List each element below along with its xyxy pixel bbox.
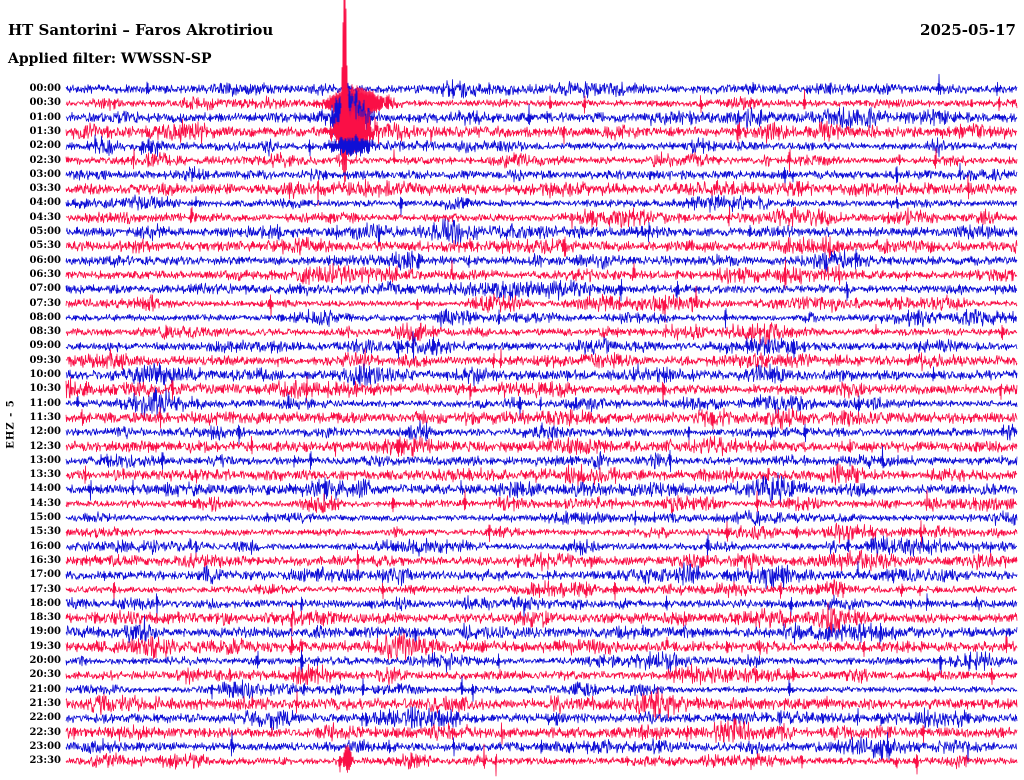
- station-title: HT Santorini – Faros Akrotiriou: [8, 21, 274, 39]
- time-label: 15:00: [29, 511, 61, 523]
- time-label: 19:00: [29, 626, 61, 638]
- time-label: 08:00: [29, 311, 61, 323]
- time-label: 10:00: [29, 368, 61, 380]
- time-label: 04:00: [29, 197, 61, 209]
- time-label: 20:30: [29, 669, 61, 681]
- time-label: 04:30: [29, 211, 61, 223]
- time-label: 08:30: [29, 326, 61, 338]
- time-label: 01:00: [29, 111, 61, 123]
- time-label: 00:00: [29, 82, 61, 94]
- time-label: 05:00: [29, 225, 61, 237]
- time-label: 06:00: [29, 254, 61, 266]
- time-label: 11:30: [29, 411, 61, 423]
- time-label: 20:00: [29, 654, 61, 666]
- time-label: 14:00: [29, 483, 61, 495]
- time-label: 16:30: [29, 554, 61, 566]
- filter-label: Applied filter: WWSSN-SP: [8, 51, 212, 67]
- time-label: 09:00: [29, 340, 61, 352]
- time-label: 03:30: [29, 183, 61, 195]
- time-label: 07:00: [29, 283, 61, 295]
- time-label: 16:00: [29, 540, 61, 552]
- time-label: 09:30: [29, 354, 61, 366]
- time-label: 12:30: [29, 440, 61, 452]
- time-label: 06:30: [29, 268, 61, 280]
- time-label: 18:00: [29, 597, 61, 609]
- time-label: 13:30: [29, 469, 61, 481]
- time-label: 18:30: [29, 612, 61, 624]
- time-label: 22:30: [29, 726, 61, 738]
- time-label: 01:30: [29, 125, 61, 137]
- time-label: 19:30: [29, 640, 61, 652]
- time-label: 02:00: [29, 140, 61, 152]
- time-label: 03:00: [29, 168, 61, 180]
- time-label: 21:30: [29, 697, 61, 709]
- time-label: 12:00: [29, 426, 61, 438]
- time-label: 07:30: [29, 297, 61, 309]
- time-label: 22:00: [29, 712, 61, 724]
- time-label: 23:30: [29, 755, 61, 767]
- time-label: 17:00: [29, 569, 61, 581]
- time-label: 14:30: [29, 497, 61, 509]
- time-axis: 00:00 00:30 01:00 01:30 02:00 02:30 03:00 03:30…: [0, 0, 63, 780]
- time-label: 02:30: [29, 154, 61, 166]
- time-label: 23:00: [29, 740, 61, 752]
- time-label: 11:00: [29, 397, 61, 409]
- time-label: 15:30: [29, 526, 61, 538]
- time-label: 10:30: [29, 383, 61, 395]
- time-label: 00:30: [29, 97, 61, 109]
- time-label: 13:00: [29, 454, 61, 466]
- time-label: 17:30: [29, 583, 61, 595]
- record-date: 2025-05-17: [920, 21, 1016, 39]
- time-label: 05:30: [29, 240, 61, 252]
- time-label: 21:00: [29, 683, 61, 695]
